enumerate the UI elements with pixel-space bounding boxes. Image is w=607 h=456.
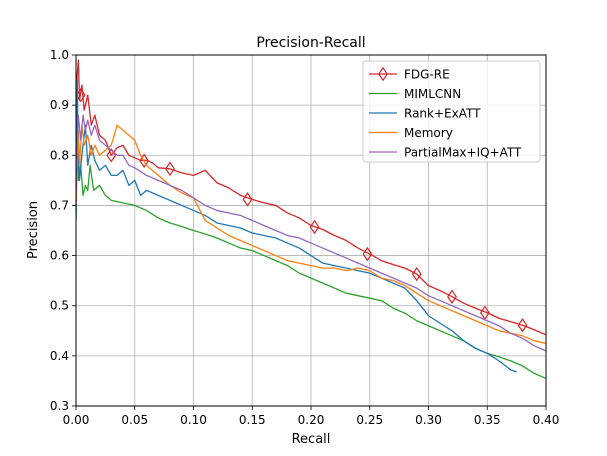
y-axis-ticks: 0.3 0.4 0.5 0.6 0.7 0.8 0.9 1.0	[50, 48, 76, 413]
x-tick-label: 0.40	[533, 413, 560, 427]
series-line-partialmax-iq-att	[76, 114, 546, 352]
y-tick-label: 0.7	[50, 198, 69, 212]
legend-marker-fdg-re	[378, 66, 388, 82]
series-partialmax-iq-att	[76, 114, 546, 352]
series-marker-fdg-re	[362, 246, 373, 262]
x-axis-ticks: 0.00 0.05 0.10 0.15 0.20 0.25 0.30 0.35 0.40	[63, 406, 560, 427]
legend: FDG-RE MIMLCNN Rank+ExATT Memory PartialMax+…	[362, 60, 541, 163]
legend-label-fdg-re: FDG-RE	[404, 68, 450, 82]
series-marker-fdg-re	[447, 289, 457, 304]
series-line-rank-exatt	[76, 79, 517, 373]
series-marker-fdg-re	[517, 318, 528, 333]
series-line-mimlcnn	[76, 104, 546, 380]
y-tick-label: 0.3	[50, 399, 69, 413]
x-tick-label: 0.00	[63, 413, 90, 427]
x-axis-label: Recall	[292, 432, 331, 447]
legend-box	[362, 60, 541, 163]
y-tick-label: 0.5	[50, 299, 69, 313]
y-tick-label: 0.4	[50, 349, 69, 363]
x-tick-label: 0.05	[121, 413, 148, 427]
series-memory	[76, 124, 546, 344]
y-tick-label: 1.0	[50, 48, 69, 62]
x-tick-label: 0.10	[180, 413, 207, 427]
series-layer	[76, 59, 546, 380]
series-line-fdg-re	[76, 59, 546, 336]
x-tick-label: 0.25	[356, 413, 383, 427]
series-line-memory	[76, 124, 546, 344]
legend-label-memory: Memory	[404, 126, 453, 140]
series-mimlcnn	[76, 104, 546, 380]
y-axis-label: Precision	[26, 201, 41, 259]
y-tick-label: 0.8	[50, 148, 69, 162]
x-tick-label: 0.15	[239, 413, 266, 427]
legend-label-partialmax-iq-att: PartialMax+IQ+ATT	[404, 146, 522, 160]
chart-title: Precision-Recall	[256, 35, 365, 51]
x-tick-label: 0.30	[415, 413, 442, 427]
series-rank-exatt	[76, 79, 517, 373]
series-marker-fdg-re	[309, 219, 320, 235]
series-marker-fdg-re	[165, 161, 175, 177]
series-marker-fdg-re	[242, 192, 253, 207]
series-marker-fdg-re	[479, 305, 490, 321]
y-tick-label: 0.9	[50, 98, 69, 112]
legend-label-rank-exatt: Rank+ExATT	[404, 107, 481, 121]
x-tick-label: 0.20	[298, 413, 325, 427]
legend-label-mimlcnn: MIMLCNN	[404, 87, 461, 101]
series-marker-fdg-re	[139, 153, 150, 169]
series-marker-fdg-re	[411, 266, 422, 282]
legend-items: FDG-RE MIMLCNN Rank+ExATT Memory PartialMax+…	[369, 66, 522, 160]
y-tick-label: 0.6	[50, 249, 69, 263]
series-fdg-re	[76, 59, 546, 336]
x-tick-label: 0.35	[474, 413, 501, 427]
